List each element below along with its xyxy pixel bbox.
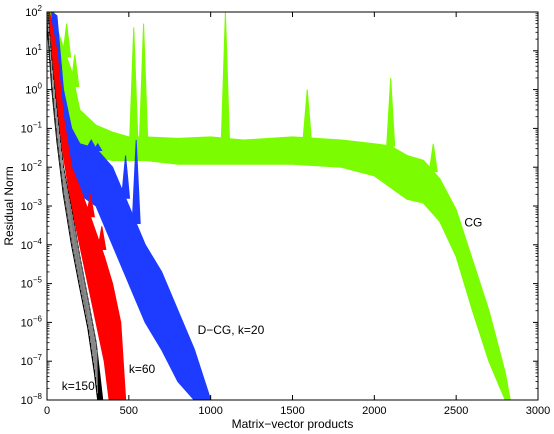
x-tick-label: 500 (120, 405, 138, 417)
series-spike (97, 226, 107, 250)
y-tick-label: 10−5 (21, 276, 43, 291)
series-spike (302, 89, 312, 139)
series-spike (129, 27, 139, 138)
y-tick-label: 10−6 (21, 314, 43, 329)
x-tick-label: 1000 (198, 405, 222, 417)
series-spike (139, 23, 149, 138)
series-spike (92, 142, 103, 152)
y-tick-label: 10−1 (21, 120, 43, 135)
y-tick-label: 10−7 (21, 353, 43, 368)
y-tick-label: 10−4 (21, 237, 43, 252)
series-spike (131, 140, 141, 224)
y-tick-label: 10−2 (21, 159, 43, 174)
series-spike (220, 12, 230, 139)
annotation-label: D−CG, k=20 (198, 323, 265, 337)
x-tick-label: 0 (44, 405, 50, 417)
y-axis-label: Residual Norm (2, 166, 16, 245)
series-spike (428, 143, 438, 172)
series-spike (85, 194, 95, 218)
series-layer (47, 12, 511, 400)
x-tick-label: 2500 (444, 405, 468, 417)
series-spike (386, 77, 396, 147)
series-oscillation (48, 12, 114, 400)
y-tick-label: 101 (25, 43, 42, 58)
x-tick-label: 1500 (280, 405, 304, 417)
y-tick-label: 102 (25, 4, 42, 19)
x-axis-ticks: 0 500 1000 1500 2000 2500 3000 (44, 12, 550, 417)
x-tick-label: 3000 (526, 405, 550, 417)
y-tick-label: 10−8 (21, 392, 43, 407)
series-oscillation (47, 12, 98, 394)
series-spike (62, 23, 72, 58)
annotation-layer: CG D−CG, k=20 k=60 k=150 (62, 215, 483, 393)
annotation-label: CG (464, 215, 482, 229)
series-spike (70, 54, 80, 88)
series-3-band (47, 12, 104, 400)
y-axis-ticks: 10−8 10−7 10−6 10−5 10−4 10−3 10−2 10−1 100 101 10… (21, 4, 538, 407)
series-0-band (47, 12, 511, 400)
annotation-label: k=150 (62, 379, 95, 393)
x-tick-label: 2000 (362, 405, 386, 417)
annotation-label: k=60 (129, 362, 156, 376)
series-spike (86, 139, 97, 148)
y-tick-label: 10−3 (21, 198, 43, 213)
series-1-band (51, 12, 212, 400)
series-spike (121, 155, 131, 199)
y-tick-label: 100 (25, 82, 42, 97)
series-2-band (48, 12, 127, 400)
x-axis-label: Matrix−vector products (232, 417, 354, 431)
